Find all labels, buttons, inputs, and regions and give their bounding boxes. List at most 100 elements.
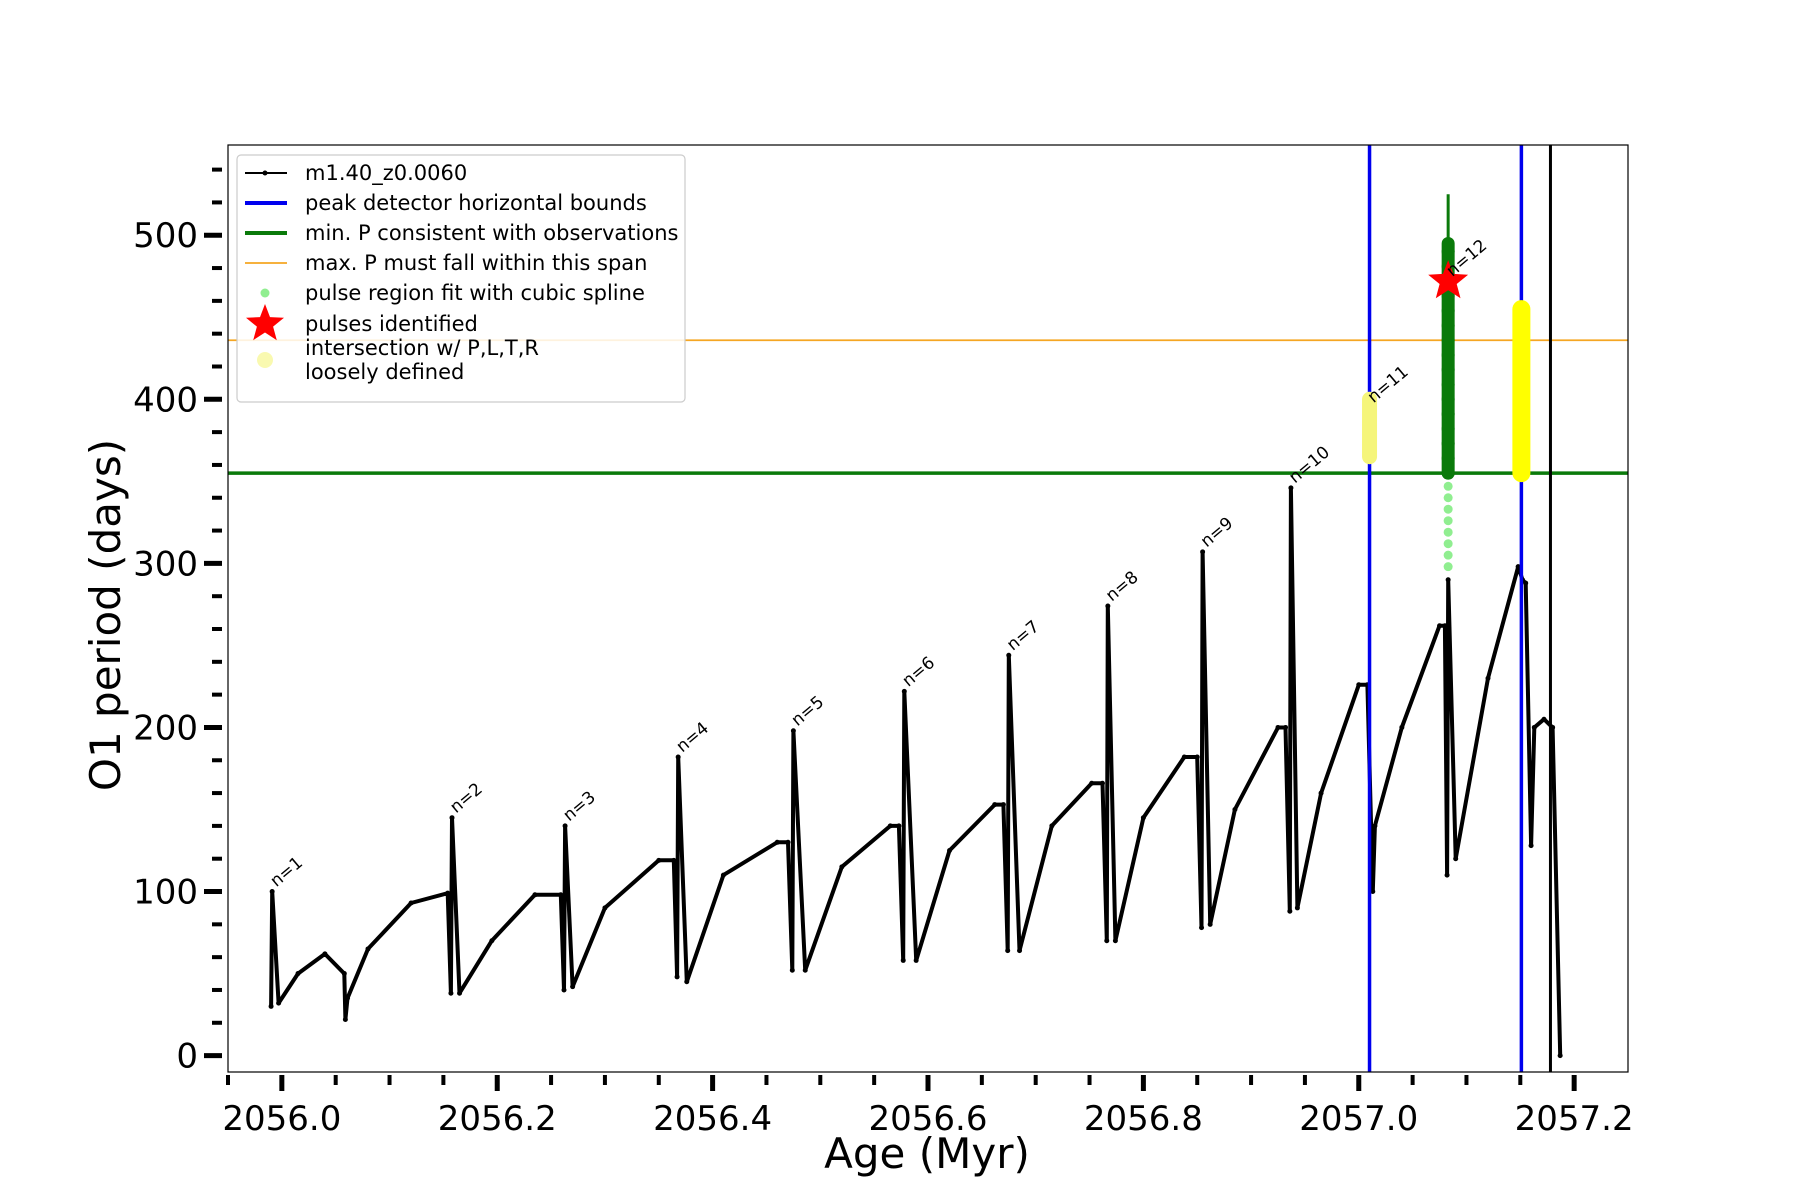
peak-label-10: n=10 [1285, 442, 1334, 487]
series-point-0-30 [790, 728, 796, 734]
legend-label: intersection w/ P,L,T,R [305, 336, 539, 360]
series-point-0-16 [558, 892, 564, 898]
pulse-identified-star [1428, 260, 1469, 299]
series-point-0-74 [1515, 564, 1521, 570]
series-point-0-62 [1318, 790, 1324, 796]
series-point-0-22 [671, 857, 677, 863]
series-point-0-31 [802, 967, 808, 973]
series-point-0-57 [1275, 724, 1281, 730]
series-point-0-20 [602, 905, 608, 911]
series-point-0-59 [1287, 908, 1293, 914]
series-point-0-34 [896, 823, 902, 829]
series-point-0-55 [1207, 921, 1213, 927]
peak-label-7: n=7 [1003, 617, 1043, 655]
pulse-spline-point [1443, 562, 1453, 572]
series-point-0-76 [1523, 580, 1529, 586]
series-point-0-0 [268, 1003, 274, 1009]
pulse-band-point [1441, 318, 1455, 332]
plot-frame [227, 144, 1629, 1073]
y-tick-label: 300 [133, 544, 198, 584]
series-point-0-77 [1528, 843, 1534, 849]
series-point-0-21 [656, 857, 662, 863]
series-point-0-66 [1372, 823, 1378, 829]
peak-label-1: n=1 [267, 853, 307, 891]
legend-label: pulses identified [305, 312, 478, 336]
series-point-0-50 [1140, 815, 1146, 821]
series-point-0-42 [1006, 652, 1012, 658]
series-point-0-24 [675, 754, 681, 760]
series-point-0-67 [1399, 724, 1405, 730]
legend-marker-series-dot [262, 170, 268, 176]
series-point-0-38 [947, 848, 953, 854]
series-point-0-58 [1283, 724, 1289, 730]
series-point-0-2 [276, 1000, 282, 1006]
series-point-0-47 [1104, 938, 1110, 944]
peak-label-2: n=2 [446, 779, 486, 817]
series-point-0-28 [785, 839, 791, 845]
series-point-0-48 [1105, 603, 1111, 609]
pulse-band-point [1441, 304, 1455, 318]
series-point-0-52 [1194, 754, 1200, 760]
series-point-0-37 [913, 957, 919, 963]
pulse-band-point [1441, 451, 1455, 465]
pulse-band-point [1441, 333, 1455, 347]
peak-label-8: n=8 [1102, 567, 1142, 605]
series-point-0-71 [1445, 577, 1451, 583]
series-point-0-53 [1199, 925, 1205, 931]
x-tick-label: 2056.8 [1084, 1099, 1203, 1139]
y-tick-label: 0 [176, 1037, 198, 1077]
series-point-0-79 [1541, 716, 1547, 722]
series-point-0-33 [887, 823, 893, 829]
series-point-0-41 [1005, 948, 1011, 954]
series-point-0-49 [1112, 938, 1118, 944]
series-point-0-63 [1356, 682, 1362, 688]
axes: 2056.0 2056.2 2056.4 2056.6 2056.8 2057.0 2057… [133, 144, 1634, 1139]
legend-marker-star [246, 304, 284, 341]
pulse-band-point [1441, 422, 1455, 436]
series-point-0-60 [1288, 485, 1294, 491]
legend-label: m1.40_z0.0060 [305, 161, 467, 186]
series-point-0-39 [992, 802, 998, 808]
pulse-band-point [1441, 378, 1455, 392]
x-tick-label: 2056.0 [222, 1099, 341, 1139]
series-point-0-78 [1531, 724, 1537, 730]
legend-label: max. P must fall within this span [305, 251, 647, 275]
series-point-0-56 [1232, 806, 1238, 812]
x-axis-label: Age (Myr) [824, 1129, 1030, 1178]
legend-box [236, 154, 686, 403]
series-point-0-15 [532, 892, 538, 898]
series-point-0-4 [322, 951, 328, 957]
pulse-spline-point [1443, 539, 1453, 549]
x-tick-label: 2057.2 [1515, 1099, 1634, 1139]
peak-label-4: n=4 [673, 718, 713, 756]
pulse-band-point [1441, 437, 1455, 451]
series-point-0-25 [684, 979, 690, 985]
x-tick-label: 2056.6 [869, 1099, 988, 1139]
pulse-spline-point [1443, 504, 1453, 514]
legend-marker-dot [260, 288, 270, 298]
series-point-0-46 [1099, 780, 1105, 786]
series-point-0-40 [1000, 802, 1006, 808]
series-point-0-36 [901, 688, 907, 694]
series-point-0-51 [1181, 754, 1187, 760]
series-point-0-44 [1049, 823, 1055, 829]
x-tick-label: 2056.2 [438, 1099, 557, 1139]
series-point-0-54 [1200, 549, 1206, 555]
series-point-0-72 [1453, 856, 1459, 862]
series-point-0-65 [1370, 889, 1376, 895]
y-axis-label: O1 period (days) [81, 439, 130, 791]
series-point-0-5 [341, 971, 347, 977]
legend-marker-big-dot [257, 352, 273, 368]
series-point-0-73 [1485, 675, 1491, 681]
series-line-0 [269, 485, 1563, 1056]
peak-label-3: n=3 [559, 787, 599, 825]
legend-label: min. P consistent with observations [305, 221, 678, 245]
series-point-0-18 [562, 823, 568, 829]
series-point-0-29 [789, 967, 795, 973]
series-point-0-1 [269, 889, 275, 895]
pulse-spline-point [1443, 481, 1453, 491]
pulse-band-point [1441, 407, 1455, 421]
pulse-band-point [1441, 392, 1455, 406]
series-point-0-70 [1444, 872, 1450, 878]
